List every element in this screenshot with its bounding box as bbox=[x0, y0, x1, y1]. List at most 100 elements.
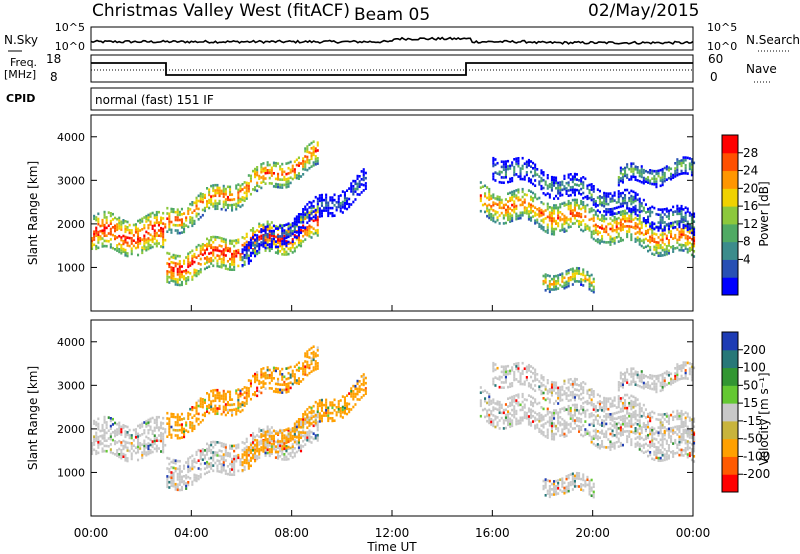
power-cell bbox=[220, 258, 223, 261]
power-cell bbox=[676, 163, 679, 167]
power-cell bbox=[306, 203, 309, 206]
velocity-cell bbox=[619, 418, 622, 422]
power-cell bbox=[684, 236, 687, 240]
power-cell bbox=[264, 228, 267, 232]
power-cell bbox=[302, 221, 305, 224]
velocity-cell bbox=[264, 374, 267, 377]
power-cell bbox=[561, 272, 564, 276]
velocity-cell bbox=[304, 413, 307, 416]
power-cell bbox=[580, 207, 583, 211]
power-cell bbox=[544, 230, 547, 233]
velocity-cell bbox=[180, 425, 183, 429]
velocity-cell bbox=[651, 439, 654, 442]
power-cell bbox=[285, 180, 288, 184]
velocity-cell bbox=[101, 426, 104, 430]
velocity-cell bbox=[170, 466, 173, 469]
power-cell bbox=[690, 168, 693, 172]
power-cell bbox=[185, 277, 188, 280]
power-cell bbox=[601, 237, 604, 241]
velocity-cell bbox=[318, 412, 321, 415]
velocity-cell bbox=[523, 398, 526, 401]
power-cell bbox=[527, 189, 530, 192]
power-cell bbox=[693, 226, 696, 230]
power-cell bbox=[316, 223, 319, 227]
power-cell bbox=[670, 167, 673, 171]
velocity-cell bbox=[289, 439, 292, 442]
velocity-cell bbox=[262, 450, 265, 453]
power-cell bbox=[222, 187, 225, 191]
power-cell bbox=[575, 266, 578, 270]
power-cell bbox=[578, 214, 581, 218]
power-cell bbox=[337, 195, 340, 198]
power-cell bbox=[659, 238, 662, 242]
power-cell bbox=[565, 189, 568, 193]
velocity-cell bbox=[168, 422, 171, 426]
power-cell bbox=[289, 168, 292, 172]
power-cell bbox=[264, 236, 267, 239]
power-cell bbox=[550, 217, 553, 220]
power-cell bbox=[557, 184, 560, 187]
power-cell bbox=[229, 188, 232, 191]
power-cell bbox=[162, 243, 165, 246]
power-cell bbox=[191, 201, 194, 204]
power-cell bbox=[544, 209, 547, 212]
power-cell bbox=[523, 211, 526, 215]
velocity-cell bbox=[187, 414, 190, 418]
velocity-cell bbox=[174, 482, 177, 486]
velocity-cell bbox=[274, 430, 277, 433]
velocity-cell bbox=[101, 437, 104, 440]
velocity-cell bbox=[316, 402, 319, 406]
velocity-cell bbox=[617, 427, 620, 430]
power-cell bbox=[249, 254, 252, 257]
power-cell bbox=[667, 239, 670, 242]
power-cell bbox=[674, 226, 677, 229]
velocity-cell bbox=[262, 382, 265, 386]
power-cell bbox=[617, 235, 620, 238]
power-cell bbox=[619, 218, 622, 222]
power-cell bbox=[607, 192, 610, 196]
power-cell bbox=[555, 282, 558, 286]
velocity-cell bbox=[199, 475, 202, 479]
velocity-cell bbox=[594, 428, 597, 432]
power-cell bbox=[170, 255, 173, 259]
power-cell bbox=[536, 213, 539, 216]
power-cell bbox=[247, 189, 250, 193]
power-cell bbox=[496, 198, 499, 201]
power-cell bbox=[548, 193, 551, 197]
power-cell bbox=[521, 200, 524, 204]
power-cell bbox=[661, 254, 664, 257]
power-cell bbox=[268, 245, 271, 249]
velocity-cell bbox=[124, 425, 127, 428]
velocity-cell bbox=[314, 368, 317, 371]
power-cell bbox=[212, 186, 215, 190]
power-cell bbox=[561, 228, 564, 232]
velocity-cell bbox=[312, 410, 315, 413]
power-cell bbox=[279, 244, 282, 248]
velocity-cell bbox=[624, 414, 627, 418]
power-cell bbox=[561, 275, 564, 278]
power-cell bbox=[272, 185, 275, 188]
power-cell bbox=[183, 277, 186, 281]
power-cell bbox=[578, 222, 581, 226]
power-cell bbox=[341, 190, 344, 193]
power-cell bbox=[256, 171, 259, 174]
power-cell bbox=[226, 203, 229, 207]
power-cell bbox=[523, 193, 526, 196]
power-cell bbox=[293, 160, 296, 164]
power-cell bbox=[166, 230, 169, 234]
velocity-cell bbox=[231, 468, 234, 471]
power-cell bbox=[619, 192, 622, 195]
power-cell bbox=[690, 165, 693, 169]
power-cell bbox=[237, 199, 240, 202]
velocity-cell bbox=[247, 461, 250, 465]
power-cell bbox=[632, 175, 635, 179]
velocity-cell bbox=[346, 394, 349, 398]
power-cell bbox=[235, 252, 238, 255]
power-cell bbox=[203, 244, 206, 247]
power-cell bbox=[281, 253, 284, 256]
power-cell bbox=[281, 183, 284, 187]
velocity-cell bbox=[569, 406, 572, 410]
velocity-cell bbox=[320, 406, 323, 410]
velocity-cell bbox=[116, 454, 119, 457]
power-cell bbox=[208, 201, 211, 205]
